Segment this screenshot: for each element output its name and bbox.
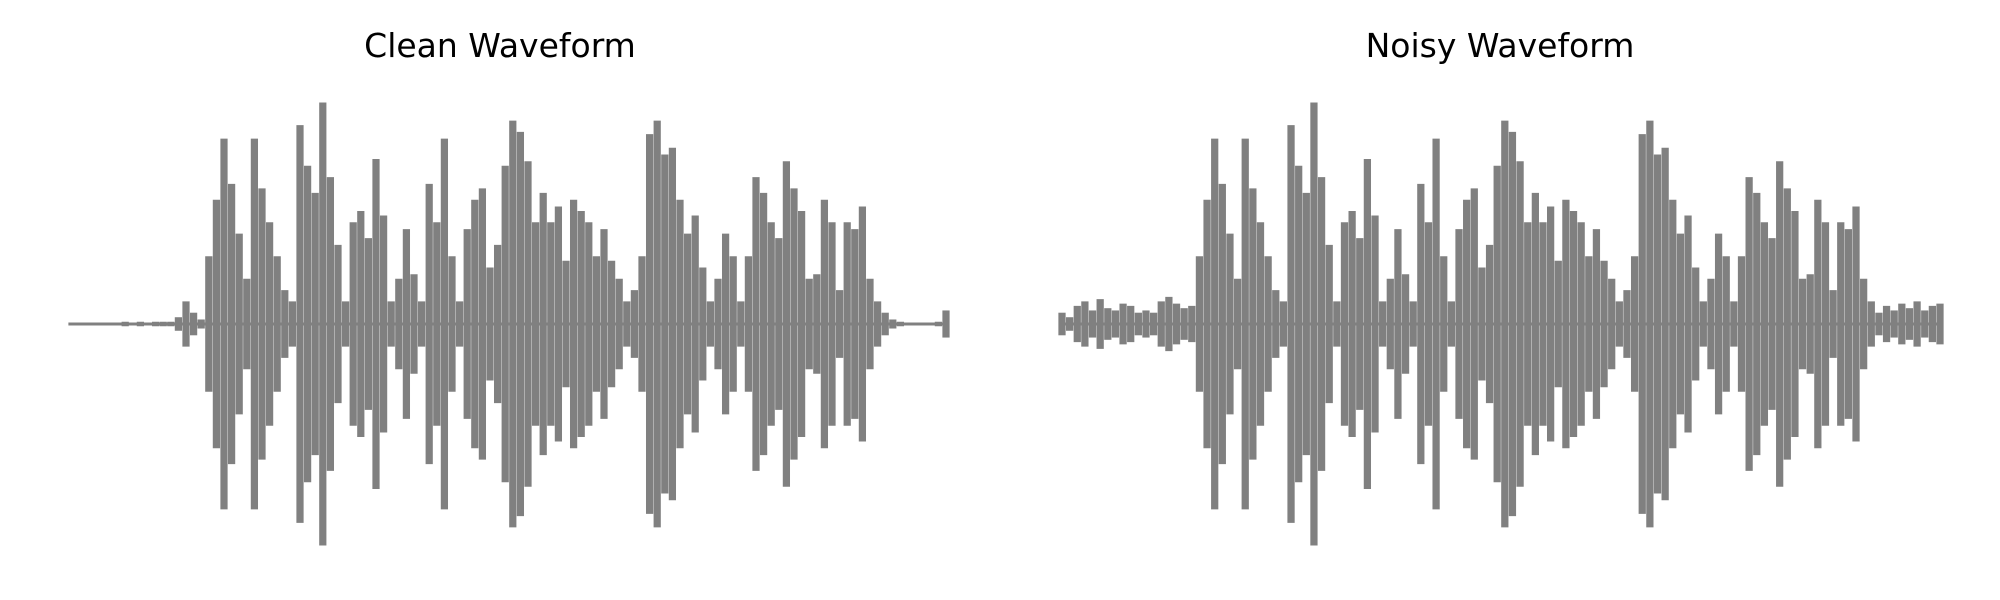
noisy-waveform-plot [1058, 102, 1944, 546]
chart-title: Clean Waveform [364, 26, 636, 65]
clean-waveform-plot [68, 102, 950, 546]
noisy-waveform-panel: Noisy Waveform [1000, 0, 2000, 600]
chart-title: Noisy Waveform [1365, 26, 1635, 65]
clean-waveform-panel: Clean Waveform [68, 26, 950, 546]
